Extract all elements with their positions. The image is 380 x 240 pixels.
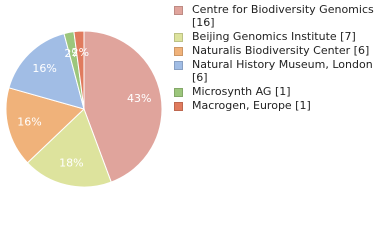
slice-label: 16%	[17, 116, 41, 129]
slice-label: 43%	[127, 92, 151, 105]
legend-item: Naturalis Biodiversity Center [6]	[174, 44, 374, 57]
legend-label: Microsynth AG [1]	[192, 85, 291, 98]
pie-slice	[5, 87, 85, 164]
legend-label: Macrogen, Europe [1]	[192, 99, 311, 112]
pie-slice	[73, 30, 85, 110]
slice-label: 2%	[72, 46, 89, 59]
legend-swatch	[174, 33, 183, 42]
legend-swatch	[174, 102, 183, 111]
legend-item: Microsynth AG [1]	[174, 85, 374, 98]
legend-item: Natural History Museum, London [6]	[174, 58, 374, 84]
pie-slice	[26, 108, 112, 188]
legend-item: Centre for Biodiversity Genomics [16]	[174, 3, 374, 29]
pie-slice	[8, 32, 85, 110]
legend-swatch	[174, 61, 183, 70]
legend-swatch	[174, 88, 183, 97]
slice-label: 16%	[32, 62, 56, 75]
legend-label: Naturalis Biodiversity Center [6]	[192, 44, 370, 57]
legend-label: Beijing Genomics Institute [7]	[192, 30, 356, 43]
slice-label: 18%	[59, 157, 83, 170]
legend: Centre for Biodiversity Genomics [16] Bei…	[174, 3, 374, 113]
legend-item: Macrogen, Europe [1]	[174, 99, 374, 112]
legend-swatch	[174, 47, 183, 56]
legend-item: Beijing Genomics Institute [7]	[174, 30, 374, 43]
legend-label: Centre for Biodiversity Genomics [16]	[192, 3, 374, 29]
legend-swatch	[174, 6, 183, 15]
legend-label: Natural History Museum, London [6]	[192, 58, 373, 84]
pie-slice	[83, 30, 163, 183]
